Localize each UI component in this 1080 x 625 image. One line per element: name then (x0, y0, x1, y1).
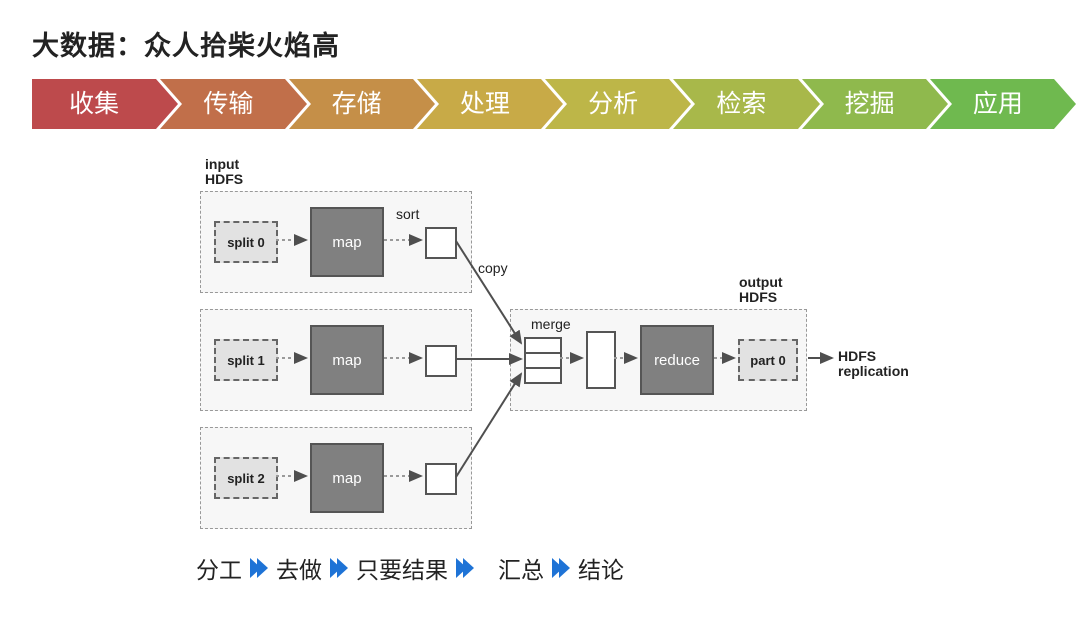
bottom-step-1: 去做 (276, 551, 322, 585)
arrow-step-label: 处理 (448, 90, 510, 118)
bottom-step-0: 分工 (196, 551, 242, 585)
map-out-2 (425, 463, 457, 495)
arrow-step-7: 应用 (930, 79, 1054, 129)
bottom-steps: 分工去做只要结果 汇总结论 (196, 551, 624, 585)
arrow-step-2: 存储 (289, 79, 413, 129)
chevron-icon (257, 558, 268, 578)
reduce-box: reduce (640, 325, 714, 395)
chevron-icon (463, 558, 474, 578)
chevron-icon (337, 558, 348, 578)
sort-label: sort (396, 207, 419, 222)
merge-bar-2 (524, 367, 562, 384)
part-0: part 0 (738, 339, 798, 381)
arrow-step-label: 挖掘 (833, 90, 895, 118)
arrow-step-0: 收集 (32, 79, 156, 129)
arrow-step-3: 处理 (417, 79, 541, 129)
mapreduce-diagram: input HDFS output HDFS split 0 split 1 s… (0, 151, 1080, 571)
map-box-2: map (310, 443, 384, 513)
page-title: 大数据：众人拾柴火焰高 (0, 0, 1080, 79)
bottom-step-4: 结论 (578, 551, 624, 585)
arrow-step-4: 分析 (545, 79, 669, 129)
arrow-strip: 收集 传输 存储 处理 分析 检索 挖掘 应用 (0, 79, 1080, 129)
chevron-icon (559, 558, 570, 578)
map-out-1 (425, 345, 457, 377)
merge-label: merge (531, 317, 571, 332)
split-1: split 1 (214, 339, 278, 381)
arrow-step-label: 分析 (576, 90, 638, 118)
copy-label: copy (478, 261, 508, 276)
arrow-step-1: 传输 (160, 79, 284, 129)
arrow-step-label: 检索 (704, 90, 766, 118)
arrow-step-label: 收集 (69, 90, 119, 118)
hdfs-replication-label: HDFS replication (838, 349, 909, 380)
arrow-step-6: 挖掘 (802, 79, 926, 129)
map-box-0: map (310, 207, 384, 277)
bottom-step-2: 只要结果 (356, 551, 448, 585)
split-2: split 2 (214, 457, 278, 499)
split-0: split 0 (214, 221, 278, 263)
bottom-step-3: 汇总 (498, 551, 544, 585)
output-hdfs-label: output HDFS (739, 275, 783, 306)
arrow-step-label: 存储 (320, 90, 382, 118)
arrow-step-label: 应用 (961, 90, 1023, 118)
merge-out (586, 331, 616, 389)
map-out-0 (425, 227, 457, 259)
arrow-step-label: 传输 (191, 90, 253, 118)
arrow-step-5: 检索 (673, 79, 797, 129)
map-box-1: map (310, 325, 384, 395)
input-hdfs-label: input HDFS (205, 157, 243, 188)
